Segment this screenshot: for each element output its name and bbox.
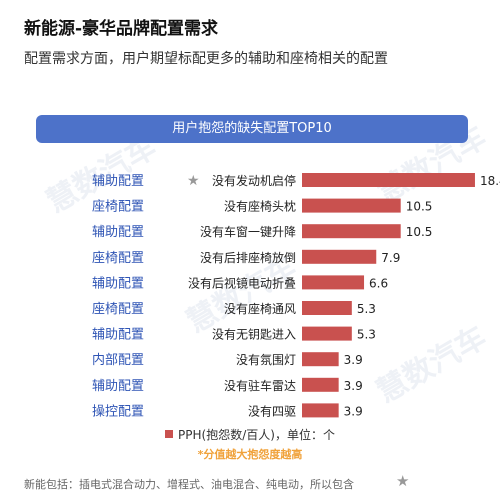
- legend-label: PPH(抱怨数/百人)，单位：个: [178, 428, 335, 442]
- bar: [302, 326, 352, 341]
- bar-value-label: 5.3: [357, 328, 376, 342]
- bar-value-label: 5.3: [357, 302, 376, 316]
- category-label: 辅助配置: [92, 174, 144, 189]
- bar-label: 没有无钥匙进入: [212, 327, 296, 342]
- star-icon: ★: [187, 173, 200, 189]
- bar-label: 没有驻车雷达: [224, 378, 296, 393]
- bar: [302, 198, 401, 213]
- chart-note: *分值越大抱怨度越高: [197, 448, 303, 461]
- bar: [302, 249, 377, 264]
- bar: [302, 403, 339, 418]
- bar-label: 没有座椅头枕: [224, 199, 296, 214]
- bar-label: 没有后视镜电动折叠: [188, 275, 296, 290]
- bar-value-label: 3.9: [344, 353, 363, 367]
- bar: [302, 352, 339, 367]
- bar-value-label: 10.5: [406, 200, 433, 214]
- category-label: 辅助配置: [92, 328, 144, 343]
- category-label: 内部配置: [92, 352, 144, 368]
- page-title: 新能源-豪华品牌配置需求: [24, 19, 219, 39]
- bar: [302, 377, 339, 392]
- category-label: 操控配置: [92, 403, 144, 419]
- bar-label: 没有氛围灯: [236, 352, 296, 367]
- page-subtitle: 配置需求方面，用户期望标配更多的辅助和座椅相关的配置: [24, 51, 388, 67]
- category-label: 辅助配置: [92, 276, 144, 291]
- bar-label: 没有后排座椅放倒: [200, 250, 296, 265]
- bar: [302, 224, 401, 239]
- bar: [302, 275, 365, 290]
- footer-text: 新能包括：插电式混合动力、增程式、油电混合、纯电动，所以包含: [24, 478, 354, 491]
- category-label: 辅助配置: [92, 225, 144, 240]
- chart-legend: PPH(抱怨数/百人)，单位：个: [0, 426, 500, 443]
- bar-value-label: 3.9: [344, 379, 363, 393]
- bar-value-label: 6.6: [369, 276, 388, 290]
- bar-value-label: 7.9: [381, 251, 400, 265]
- legend-swatch: [165, 430, 174, 438]
- bar-label: 没有座椅通风: [224, 301, 296, 316]
- category-label: 座椅配置: [92, 200, 144, 215]
- category-label: 座椅配置: [92, 251, 144, 266]
- bar-label: 没有车窗一键升降: [200, 224, 296, 239]
- bar: [302, 301, 352, 315]
- category-label: 辅助配置: [92, 379, 144, 394]
- bar-value-label: 18.4: [480, 174, 500, 188]
- star-icon: ★: [396, 472, 410, 490]
- bar: [302, 173, 475, 187]
- category-label: 座椅配置: [92, 302, 144, 317]
- bar-label: 没有发动机启停: [212, 173, 296, 188]
- bar-value-label: 3.9: [344, 404, 363, 418]
- bar-label: 没有四驱: [248, 403, 296, 418]
- bar-value-label: 10.5: [406, 225, 433, 239]
- chart-title-banner: 用户抱怨的缺失配置TOP10: [36, 115, 468, 143]
